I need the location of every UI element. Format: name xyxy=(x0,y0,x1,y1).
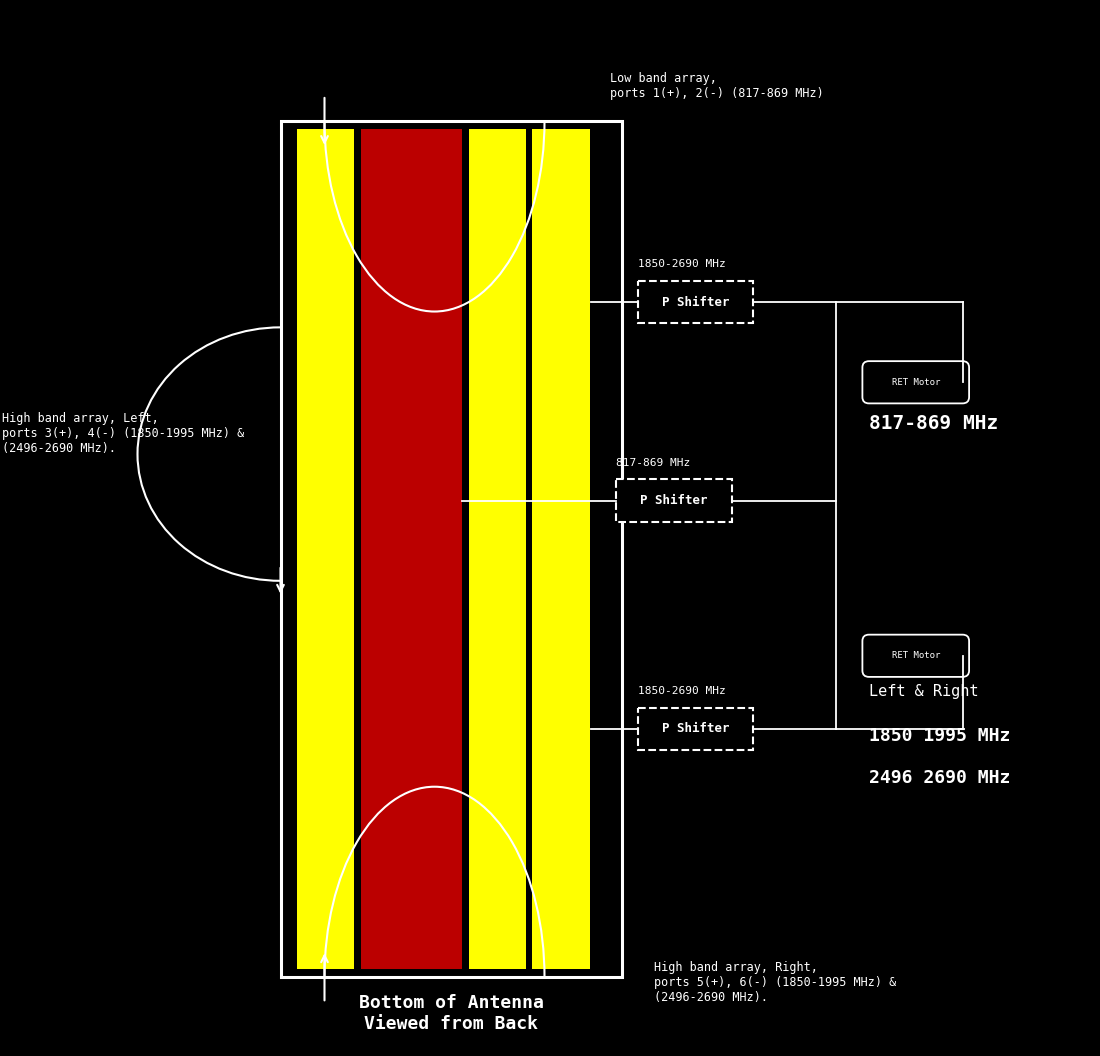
Bar xyxy=(532,129,590,969)
Text: Low band array,
ports 1(+), 2(-) (817-869 MHz): Low band array, ports 1(+), 2(-) (817-86… xyxy=(610,72,824,100)
Text: 2496 2690 MHz: 2496 2690 MHz xyxy=(869,769,1011,787)
Text: RET Motor: RET Motor xyxy=(892,378,939,386)
Text: P Shifter: P Shifter xyxy=(640,494,707,507)
Text: High band array, Right,
ports 5(+), 6(-) (1850-1995 MHz) &
(2496-2690 MHz).: High band array, Right, ports 5(+), 6(-)… xyxy=(654,961,896,1004)
FancyBboxPatch shape xyxy=(638,708,754,750)
Bar xyxy=(280,121,622,977)
Text: RET Motor: RET Motor xyxy=(892,652,939,660)
Bar xyxy=(469,129,526,969)
Text: Bottom of Antenna
Viewed from Back: Bottom of Antenna Viewed from Back xyxy=(359,994,543,1033)
FancyBboxPatch shape xyxy=(616,479,732,522)
Text: 1850-2690 MHz: 1850-2690 MHz xyxy=(638,686,726,696)
Text: 817-869 MHz: 817-869 MHz xyxy=(616,458,691,468)
Bar xyxy=(297,129,354,969)
Text: High band array, Left,
ports 3(+), 4(-) (1850-1995 MHz) &
(2496-2690 MHz).: High band array, Left, ports 3(+), 4(-) … xyxy=(2,412,244,455)
FancyBboxPatch shape xyxy=(862,361,969,403)
FancyBboxPatch shape xyxy=(862,635,969,677)
Text: Left & Right: Left & Right xyxy=(869,684,979,699)
Text: 817-869 MHz: 817-869 MHz xyxy=(869,414,999,433)
Bar xyxy=(361,129,462,969)
Text: 1850-2690 MHz: 1850-2690 MHz xyxy=(638,260,726,269)
Text: 1850 1995 MHz: 1850 1995 MHz xyxy=(869,727,1011,744)
Text: P Shifter: P Shifter xyxy=(662,722,729,735)
Text: P Shifter: P Shifter xyxy=(662,296,729,308)
FancyBboxPatch shape xyxy=(638,281,754,323)
